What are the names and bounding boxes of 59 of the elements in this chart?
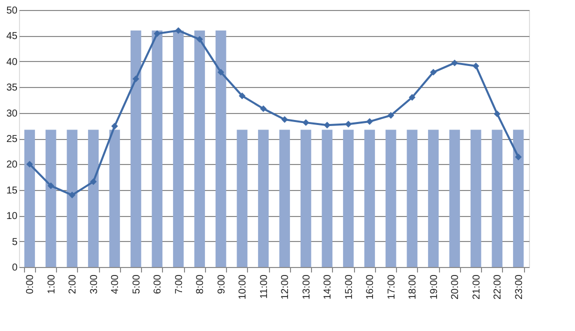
point bbox=[388, 112, 394, 119]
x-tick-label: 16:00 bbox=[365, 274, 376, 300]
x-tick-label: 21:00 bbox=[471, 274, 482, 300]
point bbox=[366, 118, 373, 125]
x-tick-label: 12:00 bbox=[280, 274, 292, 300]
y-tick-label: 0 bbox=[12, 262, 18, 274]
point bbox=[451, 60, 458, 66]
x-tick-label: 23:00 bbox=[514, 274, 525, 300]
x-tick-label: 11:00 bbox=[258, 274, 270, 299]
point bbox=[218, 68, 224, 76]
x-tick-label: 5:00 bbox=[131, 274, 142, 294]
x-tick-label: 13:00 bbox=[301, 274, 312, 300]
y-tick-label: 35 bbox=[6, 82, 18, 94]
point bbox=[260, 105, 267, 112]
point bbox=[515, 154, 522, 160]
point bbox=[175, 27, 182, 34]
x-tick-label: 6:00 bbox=[152, 274, 164, 294]
y-tick-label: 30 bbox=[6, 108, 18, 120]
x-tick-label: 2:00 bbox=[68, 274, 79, 294]
x-tick-label: 1:00 bbox=[46, 274, 58, 294]
point bbox=[132, 76, 140, 82]
point bbox=[238, 92, 246, 100]
y-tick-label: 50 bbox=[6, 6, 18, 16]
x-tick-label: 14:00 bbox=[322, 274, 334, 300]
x-tick-label: 9:00 bbox=[216, 274, 228, 294]
x-tick-label: 8:00 bbox=[195, 274, 206, 294]
point bbox=[111, 122, 118, 130]
point bbox=[472, 62, 480, 70]
x-tick-label: 22:00 bbox=[492, 274, 504, 300]
point bbox=[26, 160, 33, 168]
y-tick-label: 10 bbox=[6, 211, 18, 222]
point bbox=[90, 178, 97, 186]
x-tick-label: 10:00 bbox=[238, 274, 249, 300]
point bbox=[196, 36, 203, 43]
x-tick-label: 7:00 bbox=[174, 274, 185, 294]
x-tick-label: 3:00 bbox=[88, 274, 100, 294]
y-tick-label: 25 bbox=[6, 134, 18, 145]
point bbox=[281, 116, 288, 123]
x-tick-label: 20:00 bbox=[450, 274, 462, 300]
y-tick-label: 45 bbox=[6, 31, 18, 42]
x-tick-label: 18:00 bbox=[408, 274, 419, 300]
y-tick-label: 5 bbox=[12, 236, 18, 248]
x-tick-label: 19:00 bbox=[428, 274, 440, 300]
x-tick-label: 17:00 bbox=[386, 274, 398, 300]
x-tick-label: 4:00 bbox=[110, 274, 122, 294]
x-tick-label: 0:00 bbox=[25, 274, 36, 294]
point bbox=[430, 68, 437, 76]
x-tick-label: 15:00 bbox=[344, 274, 355, 300]
point bbox=[324, 122, 330, 128]
y-tick-label: 20 bbox=[6, 160, 18, 171]
point bbox=[48, 182, 54, 190]
point bbox=[302, 119, 310, 126]
point bbox=[154, 30, 160, 37]
point bbox=[494, 110, 500, 118]
point bbox=[408, 94, 416, 101]
y-tick-label: 15 bbox=[6, 185, 18, 196]
point bbox=[68, 192, 76, 198]
point bbox=[345, 120, 352, 128]
y-tick-label: 40 bbox=[6, 56, 18, 68]
